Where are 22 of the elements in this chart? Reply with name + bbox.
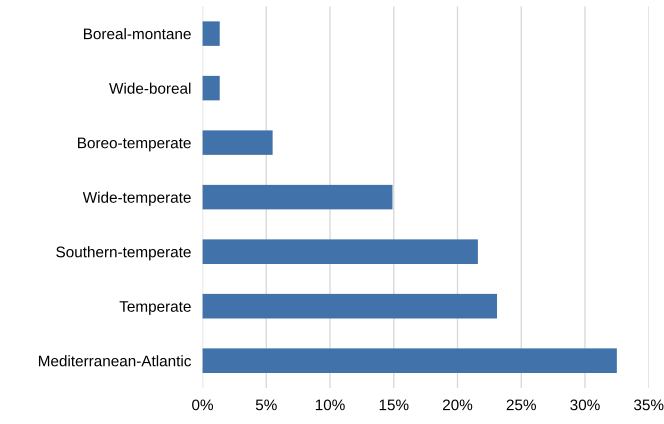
x-tick-label: 10% <box>316 399 345 410</box>
y-tick-label: Mediterranean-Atlantic <box>38 355 192 366</box>
bar <box>202 294 498 318</box>
x-tick-label: 0% <box>192 399 214 410</box>
bar <box>202 184 392 210</box>
x-tick-label: 25% <box>506 399 536 410</box>
x-tick-label: 15% <box>380 400 408 410</box>
x-tick-label: 30% <box>570 399 600 410</box>
y-tick-label: Wide-boreal <box>109 82 190 94</box>
bar <box>202 76 220 100</box>
x-tick-label: 5% <box>256 400 277 410</box>
y-tick-label: Southern-temperate <box>56 246 191 260</box>
x-tick-label: 35% <box>634 399 664 410</box>
bar <box>202 348 617 373</box>
bar <box>202 239 478 264</box>
y-tick-label: Wide-temperate <box>82 192 191 206</box>
y-tick-label: Boreal-montane <box>84 28 191 40</box>
y-tick-label: Boreo-temperate <box>78 138 191 152</box>
bar <box>202 21 220 46</box>
x-tick-label: 20% <box>442 399 472 410</box>
y-tick-label: Temperate <box>120 301 191 315</box>
bar <box>202 130 273 155</box>
